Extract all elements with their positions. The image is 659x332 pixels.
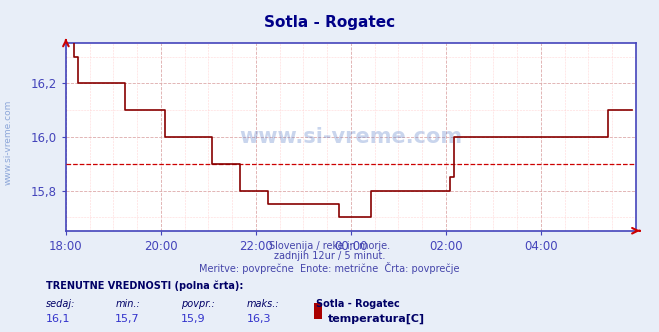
Text: TRENUTNE VREDNOSTI (polna črta):: TRENUTNE VREDNOSTI (polna črta): [46,281,244,291]
Text: www.si-vreme.com: www.si-vreme.com [4,100,13,186]
Text: Sotla - Rogatec: Sotla - Rogatec [264,15,395,30]
Text: povpr.:: povpr.: [181,299,215,309]
Text: temperatura[C]: temperatura[C] [328,314,424,324]
Text: 16,3: 16,3 [247,314,272,324]
Text: Slovenija / reke in morje.: Slovenija / reke in morje. [269,241,390,251]
Text: 16,1: 16,1 [46,314,71,324]
Text: maks.:: maks.: [247,299,280,309]
Text: zadnjih 12ur / 5 minut.: zadnjih 12ur / 5 minut. [273,251,386,261]
Text: 15,7: 15,7 [115,314,140,324]
Text: min.:: min.: [115,299,140,309]
Text: sedaj:: sedaj: [46,299,76,309]
Text: Meritve: povprečne  Enote: metrične  Črta: povprečje: Meritve: povprečne Enote: metrične Črta:… [199,262,460,274]
Text: www.si-vreme.com: www.si-vreme.com [239,127,463,147]
Text: 15,9: 15,9 [181,314,206,324]
Text: Sotla - Rogatec: Sotla - Rogatec [316,299,400,309]
